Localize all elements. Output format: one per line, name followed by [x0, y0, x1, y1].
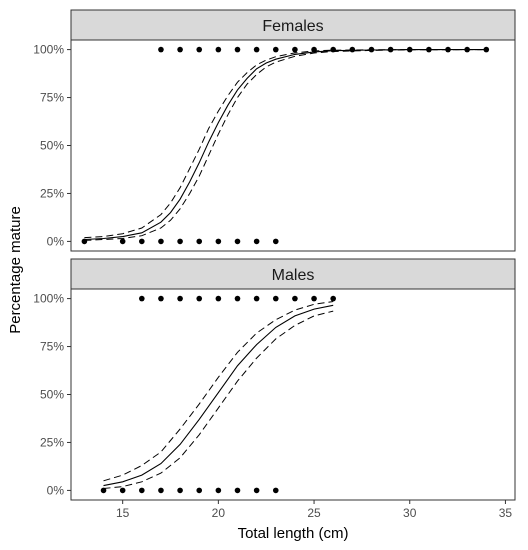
y-tick-label: 75%: [40, 91, 64, 105]
y-tick-label: 0%: [47, 483, 65, 497]
y-tick-label: 25%: [40, 435, 64, 449]
data-point-mature: [177, 295, 183, 302]
y-tick-label: 50%: [40, 139, 64, 153]
data-point-mature: [196, 46, 203, 53]
data-point-mature: [177, 46, 183, 53]
data-point-immature: [119, 238, 126, 245]
data-point-mature: [272, 295, 279, 302]
y-tick-label: 25%: [40, 186, 64, 200]
y-tick-label: 100%: [33, 43, 64, 57]
males-marks: [100, 295, 336, 494]
panel-border: [70, 288, 516, 501]
data-point-mature: [215, 295, 222, 302]
y-axis-title: Percentage mature: [7, 206, 24, 334]
data-point-immature: [139, 238, 145, 245]
data-point-mature: [253, 46, 260, 53]
data-point-immature: [272, 238, 279, 245]
data-point-immature: [196, 238, 203, 245]
data-point-mature: [349, 46, 356, 53]
data-point-immature: [177, 238, 183, 245]
data-point-mature: [158, 46, 164, 53]
fitted-curve: [84, 49, 487, 241]
data-point-immature: [158, 487, 164, 494]
data-point-immature: [234, 487, 241, 494]
strip-background: [70, 258, 516, 290]
x-tick-label: 15: [116, 506, 130, 520]
y-tick-label: 100%: [33, 292, 64, 306]
data-point-immature: [139, 487, 145, 494]
data-point-immature: [253, 487, 260, 494]
strip-label-females: Females: [262, 18, 323, 35]
x-tick-label: 35: [499, 506, 513, 520]
data-point-mature: [139, 295, 145, 302]
data-point-mature: [330, 46, 336, 53]
data-point-mature: [406, 46, 413, 53]
data-point-immature: [215, 487, 222, 494]
data-point-mature: [215, 46, 222, 53]
data-point-mature: [368, 46, 375, 53]
data-point-immature: [272, 487, 279, 494]
ci-lower-line: [103, 310, 334, 489]
data-point-immature: [196, 487, 203, 494]
ci-upper-line: [103, 301, 334, 482]
ci-lower-line: [84, 49, 487, 241]
data-point-immature: [81, 238, 88, 245]
y-tick-label: 0%: [47, 234, 65, 248]
data-point-mature: [311, 295, 317, 302]
data-point-mature: [426, 46, 432, 53]
strip-background: [70, 9, 516, 41]
data-point-immature: [234, 238, 241, 245]
data-point-mature: [483, 46, 490, 53]
panel-border: [70, 39, 516, 252]
x-tick-label: 30: [403, 506, 417, 520]
data-point-mature: [234, 46, 241, 53]
data-point-mature: [464, 46, 470, 53]
x-tick-label: 25: [307, 506, 321, 520]
ci-upper-line: [84, 49, 487, 239]
data-point-immature: [119, 487, 126, 494]
data-point-mature: [272, 46, 279, 53]
data-point-immature: [215, 238, 222, 245]
females-marks: [81, 46, 490, 245]
data-point-mature: [387, 46, 394, 53]
fitted-curve: [103, 304, 334, 487]
data-point-mature: [330, 295, 336, 302]
x-tick-label: 20: [212, 506, 226, 520]
data-point-immature: [158, 238, 164, 245]
y-tick-label: 75%: [40, 340, 64, 354]
data-point-mature: [158, 295, 164, 302]
data-point-mature: [292, 295, 298, 302]
y-tick-label: 50%: [40, 388, 64, 402]
axes: 0% 25% 50% 75% 100% 0% 25% 50% 75% 100% 15 20 25 30 35: [33, 43, 512, 520]
data-point-immature: [177, 487, 183, 494]
data-point-mature: [311, 46, 317, 53]
data-point-mature: [253, 295, 260, 302]
panel-females: Females: [70, 9, 516, 252]
data-point-immature: [253, 238, 260, 245]
data-point-mature: [292, 46, 298, 53]
x-axis-title: Total length (cm): [238, 525, 349, 542]
data-point-immature: [100, 487, 107, 494]
panel-males: Males: [70, 258, 516, 501]
data-point-mature: [234, 295, 241, 302]
strip-label-males: Males: [272, 267, 315, 284]
data-point-mature: [196, 295, 203, 302]
data-point-mature: [445, 46, 451, 53]
